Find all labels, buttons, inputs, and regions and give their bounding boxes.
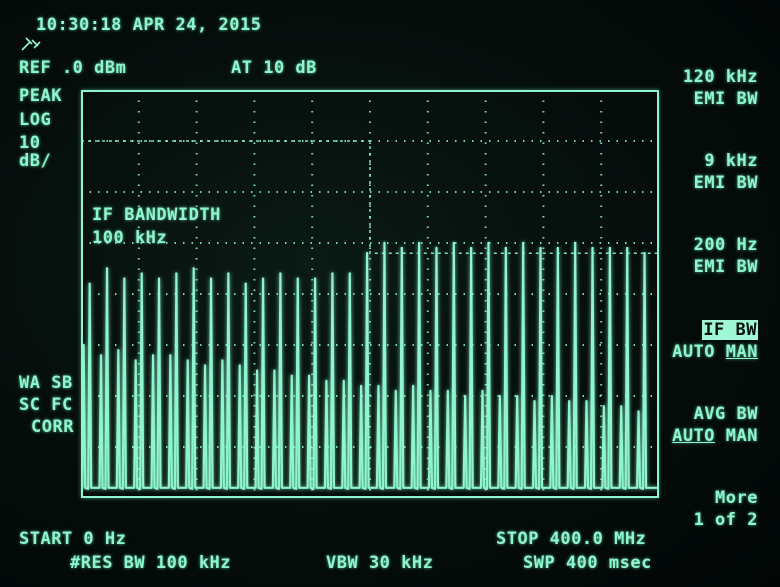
- peak-tip: [608, 246, 612, 250]
- spectrum-trace: [81, 241, 659, 490]
- peak-tip: [123, 277, 126, 280]
- peak-tip: [348, 272, 351, 275]
- peak-tip: [435, 246, 438, 250]
- scale-unit: dB/: [19, 151, 52, 171]
- video-bandwidth: VBW 30 kHz: [326, 553, 434, 573]
- peak-tip: [209, 277, 213, 280]
- resolution-bandwidth: #RES BW 100 kHz: [70, 553, 232, 573]
- peak-tip: [400, 246, 403, 250]
- peak-tip: [88, 282, 91, 285]
- if-bw-auto-option[interactable]: AUTO: [672, 342, 716, 362]
- peak-tip: [279, 272, 282, 275]
- scale-value: 10: [19, 133, 41, 153]
- display-line: [81, 140, 659, 254]
- peak-tip: [227, 272, 230, 275]
- stop-frequency: STOP 400.0 MHz: [496, 529, 647, 549]
- peak-tip: [244, 282, 247, 285]
- softkey-2-line-1: 9 kHz: [704, 151, 758, 171]
- softkey-3-line-1: 200 Hz: [693, 235, 758, 255]
- peak-tip: [417, 241, 421, 245]
- peak-tip: [626, 246, 629, 250]
- softkey-6-line-1: More: [715, 488, 758, 508]
- peak-tip: [469, 246, 473, 250]
- peak-tip: [192, 267, 195, 270]
- satellite-icon: [21, 37, 41, 51]
- peak-tip: [556, 246, 560, 250]
- peak-tip: [157, 277, 161, 280]
- softkey-5-options: AUTO MAN: [672, 427, 758, 445]
- peak-tip: [313, 277, 317, 280]
- peak-tip: [591, 246, 594, 250]
- peak-tip: [383, 241, 386, 245]
- peak-tip: [140, 272, 143, 275]
- peak-tip: [573, 241, 577, 245]
- attenuation: AT 10 dB: [231, 58, 317, 78]
- softkey-3-line-2: EMI BW: [693, 257, 758, 277]
- softkey-2-line-2: EMI BW: [693, 173, 758, 193]
- softkey-5-title: AVG BW: [693, 404, 758, 424]
- softkey-1-line-1: 120 kHz: [682, 67, 758, 87]
- sweep-time: SWP 400 msec: [523, 553, 652, 573]
- peak-tip: [331, 272, 334, 275]
- detector-mode: PEAK: [19, 86, 62, 106]
- reference-level: REF .0 dBm: [19, 58, 127, 78]
- avg-bw-man-option[interactable]: MAN: [725, 426, 758, 446]
- avg-bw-auto-option[interactable]: AUTO: [672, 426, 716, 446]
- peak-tip: [504, 246, 508, 250]
- if-bandwidth-title: IF BANDWIDTH: [92, 205, 221, 225]
- peak-tip: [487, 241, 490, 245]
- peak-tip: [175, 272, 178, 275]
- peak-tip: [643, 252, 646, 255]
- softkey-6-line-2: 1 of 2: [693, 510, 758, 530]
- peak-tip: [296, 277, 299, 280]
- timestamp: 10:30:18 APR 24, 2015: [36, 15, 262, 35]
- corr-line-1: WA SB: [19, 373, 73, 393]
- softkey-4-title-wrap: IF BW: [702, 320, 758, 340]
- softkey-4-options: AUTO MAN: [672, 343, 758, 361]
- peak-tip: [365, 252, 369, 255]
- softkey-4-title: IF BW: [702, 320, 758, 340]
- corr-line-2: SC FC: [19, 395, 73, 415]
- peak-tip: [452, 241, 456, 245]
- peak-tip: [539, 246, 542, 250]
- if-bw-man-option[interactable]: MAN: [725, 342, 758, 362]
- spectrum-display: [81, 90, 659, 498]
- peak-tip: [521, 241, 525, 245]
- if-bandwidth-value: 100 kHz: [92, 228, 168, 248]
- corr-line-3: CORR: [31, 417, 74, 437]
- start-frequency: START 0 Hz: [19, 529, 127, 549]
- peak-tip: [105, 267, 109, 270]
- softkey-1-line-2: EMI BW: [693, 89, 758, 109]
- peak-tip: [261, 277, 265, 280]
- scale-type: LOG: [19, 110, 52, 130]
